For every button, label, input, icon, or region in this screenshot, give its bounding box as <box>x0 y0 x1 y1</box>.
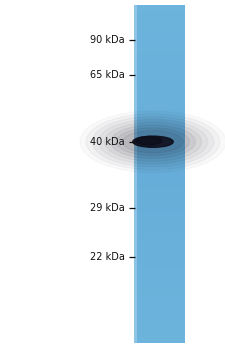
Ellipse shape <box>136 136 162 145</box>
Text: 29 kDa: 29 kDa <box>90 203 125 213</box>
Text: 40 kDa: 40 kDa <box>90 137 125 147</box>
Text: 90 kDa: 90 kDa <box>90 35 125 45</box>
Text: 65 kDa: 65 kDa <box>90 70 125 80</box>
Ellipse shape <box>133 136 173 147</box>
Ellipse shape <box>123 131 183 153</box>
Ellipse shape <box>117 128 189 156</box>
Text: 22 kDa: 22 kDa <box>90 252 125 262</box>
